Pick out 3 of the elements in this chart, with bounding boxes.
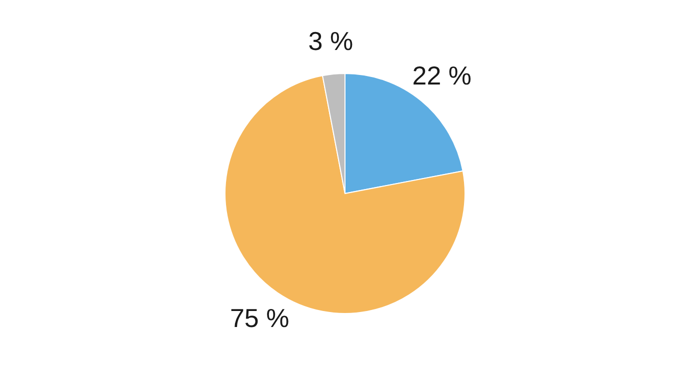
data-label: 22 %: [412, 60, 472, 90]
data-label: 3 %: [308, 26, 354, 56]
data-label: 75 %: [230, 303, 290, 334]
